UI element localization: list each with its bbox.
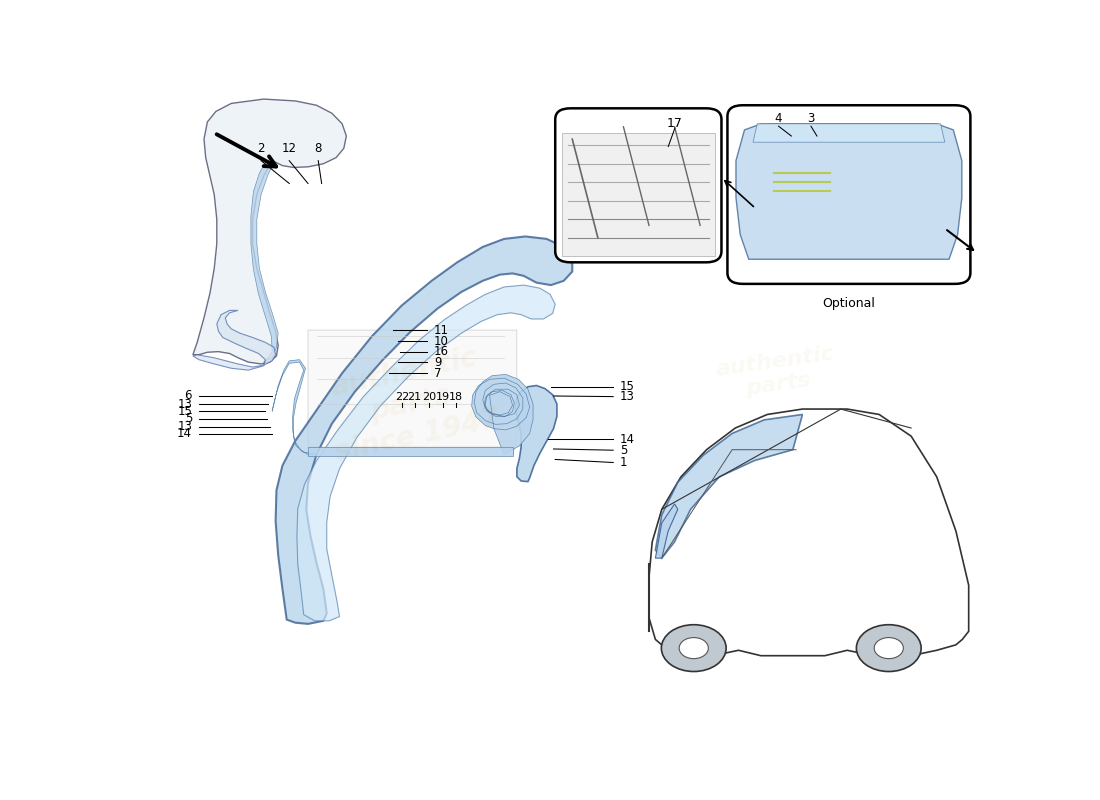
Text: 3: 3 — [807, 113, 815, 126]
Polygon shape — [192, 310, 276, 370]
Text: 6: 6 — [185, 390, 192, 402]
Text: 9: 9 — [434, 356, 442, 369]
Polygon shape — [272, 360, 317, 454]
Text: 19: 19 — [436, 392, 450, 402]
Text: 8: 8 — [315, 142, 322, 154]
Polygon shape — [656, 414, 803, 558]
Text: 17: 17 — [667, 118, 683, 130]
Polygon shape — [192, 99, 346, 364]
Polygon shape — [515, 386, 557, 482]
Text: 2: 2 — [257, 142, 265, 154]
Polygon shape — [562, 133, 715, 256]
Text: 5: 5 — [620, 444, 627, 457]
Polygon shape — [649, 409, 969, 656]
Circle shape — [874, 638, 903, 658]
Text: 16: 16 — [434, 345, 449, 358]
Polygon shape — [308, 330, 517, 454]
Text: 1: 1 — [620, 456, 627, 469]
Text: authentic
parts: authentic parts — [715, 343, 839, 403]
Polygon shape — [308, 447, 513, 456]
Text: 15: 15 — [620, 380, 635, 394]
Text: Optional: Optional — [823, 298, 876, 310]
Text: 12: 12 — [282, 142, 297, 154]
Polygon shape — [656, 504, 678, 558]
Text: 18: 18 — [449, 392, 463, 402]
Text: authentic
parts
since 1947: authentic parts since 1947 — [319, 341, 502, 467]
Text: 14: 14 — [177, 427, 192, 440]
Text: 5: 5 — [185, 412, 192, 426]
Text: 4: 4 — [774, 113, 782, 126]
Text: 13: 13 — [620, 390, 635, 403]
Text: 13: 13 — [177, 398, 192, 410]
Text: 15: 15 — [177, 405, 192, 418]
Polygon shape — [297, 285, 556, 621]
Text: 11: 11 — [434, 323, 449, 337]
Text: 7: 7 — [434, 366, 442, 380]
Text: 13: 13 — [177, 420, 192, 434]
Polygon shape — [251, 162, 278, 362]
Text: 21: 21 — [407, 392, 421, 402]
FancyBboxPatch shape — [727, 106, 970, 284]
FancyBboxPatch shape — [556, 108, 722, 262]
Polygon shape — [736, 124, 961, 259]
Text: 10: 10 — [434, 334, 449, 348]
Circle shape — [661, 625, 726, 671]
Circle shape — [857, 625, 921, 671]
Circle shape — [679, 638, 708, 658]
Text: 20: 20 — [422, 392, 436, 402]
Text: 14: 14 — [620, 433, 635, 446]
Polygon shape — [754, 124, 945, 142]
Polygon shape — [276, 237, 572, 624]
Text: 22: 22 — [395, 392, 409, 402]
Polygon shape — [472, 374, 534, 454]
